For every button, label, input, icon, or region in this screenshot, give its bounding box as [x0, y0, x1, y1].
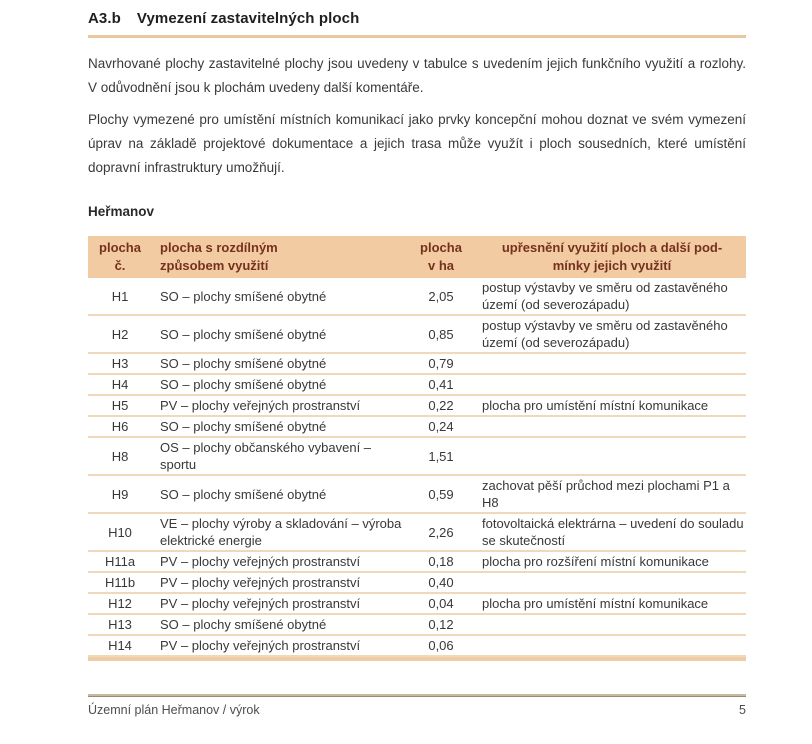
- row-id: H2: [111, 326, 129, 342]
- table-row: H5 PV – plochy veřejných prostranství 0,…: [88, 396, 746, 417]
- row-area: 2,05: [428, 288, 454, 304]
- row-id: H10: [108, 524, 132, 540]
- row-id: H4: [111, 377, 129, 392]
- row-use: PV – plochy veřejných prostranství: [160, 575, 361, 590]
- row-area: 0,40: [428, 575, 454, 590]
- row-area: 1,51: [428, 448, 454, 464]
- table-row: H13 SO – plochy smíšené obytné 0,12: [88, 615, 746, 636]
- row-area: 0,12: [428, 617, 454, 632]
- table-row: H2 SO – plochy smíšené obytné 0,85 postu…: [88, 316, 746, 354]
- table-body: H1 SO – plochy smíšené obytné 2,05 postu…: [88, 278, 746, 657]
- table-row: H9 SO – plochy smíšené obytné 0,59 zacho…: [88, 476, 746, 514]
- table-row: H11a PV – plochy veřejných prostranství …: [88, 552, 746, 573]
- row-area: 2,26: [428, 524, 454, 540]
- row-area: 0,06: [428, 638, 454, 653]
- row-area: 0,18: [428, 554, 454, 569]
- table-row: H3 SO – plochy smíšené obytné 0,79: [88, 354, 746, 375]
- municipality-heading: Heřmanov: [88, 204, 155, 219]
- col-header-plocha-c: plocha č.: [88, 239, 152, 275]
- row-use: SO – plochy smíšené obytné: [160, 486, 327, 502]
- col-header-line: plocha: [99, 240, 141, 255]
- row-area: 0,24: [428, 419, 454, 434]
- row-area: 0,85: [428, 326, 454, 342]
- col-header-line: mínky jejich využití: [552, 258, 672, 273]
- footer-page-number: 5: [739, 703, 746, 717]
- row-area: 0,04: [428, 596, 454, 611]
- col-header-line: plocha: [420, 240, 462, 255]
- col-header-line: v ha: [427, 258, 454, 273]
- section-title: Vymezení zastavitelných ploch: [136, 10, 360, 27]
- table-header-row: plocha č. plocha s rozdílným způsobem vy…: [88, 236, 746, 278]
- col-header-note: upřesnění využití ploch a další pod- mín…: [478, 239, 746, 275]
- row-note: postup výstavby ve směru od zastavěného …: [482, 318, 728, 350]
- areas-table: plocha č. plocha s rozdílným způsobem vy…: [88, 236, 746, 661]
- table-row: H11b PV – plochy veřejných prostranství …: [88, 573, 746, 594]
- row-use: VE – plochy výroby a skladování – výroba…: [160, 516, 402, 548]
- col-header-line: plocha s rozdílným: [160, 240, 278, 255]
- row-id: H6: [111, 419, 129, 434]
- row-note: plocha pro umístění místní komunikace: [482, 398, 709, 413]
- row-area: 0,59: [428, 486, 454, 502]
- row-id: H3: [111, 356, 129, 371]
- table-row: H10 VE – plochy výroby a skladování – vý…: [88, 514, 746, 552]
- row-id: H1: [111, 288, 129, 304]
- page-footer: Územní plán Heřmanov / výrok 5: [88, 694, 746, 717]
- row-id: H12: [108, 596, 132, 611]
- row-area: 0,41: [428, 377, 454, 392]
- row-use: PV – plochy veřejných prostranství: [160, 554, 361, 569]
- row-note: fotovoltaická elektrárna – uvedení do so…: [482, 516, 744, 548]
- row-id: H5: [111, 398, 129, 413]
- row-use: OS – plochy občanského vybavení – sportu: [160, 440, 372, 472]
- row-use: SO – plochy smíšené obytné: [160, 356, 327, 371]
- table-row: H6 SO – plochy smíšené obytné 0,24: [88, 417, 746, 438]
- row-id: H13: [108, 617, 132, 632]
- col-header-line: č.: [114, 258, 126, 273]
- section-heading: A3.b Vymezení zastavitelných ploch: [88, 10, 359, 27]
- table-row: H8 OS – plochy občanského vybavení – spo…: [88, 438, 746, 476]
- heading-rule: [88, 35, 746, 38]
- row-note: zachovat pěší průchod mezi plochami P1 a…: [482, 478, 730, 510]
- paragraph-intro: Navrhované plochy zastavitelné plochy js…: [88, 56, 746, 95]
- paragraph-roads: Plochy vymezené pro umístění místních ko…: [88, 112, 746, 175]
- row-use: SO – plochy smíšené obytné: [160, 326, 327, 342]
- row-id: H11b: [104, 575, 136, 590]
- row-id: H11a: [104, 554, 136, 569]
- row-note: plocha pro rozšíření místní komunikace: [482, 554, 709, 569]
- col-header-use: plocha s rozdílným způsobem využití: [152, 239, 404, 275]
- table-row: H4 SO – plochy smíšené obytné 0,41: [88, 375, 746, 396]
- table-row: H12 PV – plochy veřejných prostranství 0…: [88, 594, 746, 615]
- row-id: H8: [111, 448, 129, 464]
- row-note: plocha pro umístění místní komunikace: [482, 596, 709, 611]
- row-id: H14: [108, 638, 132, 653]
- row-use: PV – plochy veřejných prostranství: [160, 398, 361, 413]
- section-number: A3.b: [88, 10, 121, 27]
- table-row: H14 PV – plochy veřejných prostranství 0…: [88, 636, 746, 657]
- row-use: PV – plochy veřejných prostranství: [160, 638, 361, 653]
- row-use: SO – plochy smíšené obytné: [160, 617, 327, 632]
- row-use: SO – plochy smíšené obytné: [160, 288, 327, 304]
- table-bottom-rule: [88, 657, 746, 661]
- col-header-line: upřesnění využití ploch a další pod-: [501, 240, 723, 255]
- row-area: 0,22: [428, 398, 454, 413]
- col-header-area: plocha v ha: [404, 239, 478, 275]
- row-use: SO – plochy smíšené obytné: [160, 377, 327, 392]
- row-use: PV – plochy veřejných prostranství: [160, 596, 361, 611]
- row-id: H9: [111, 486, 129, 502]
- row-use: SO – plochy smíšené obytné: [160, 419, 327, 434]
- col-header-line: způsobem využití: [160, 258, 269, 273]
- table-row: H1 SO – plochy smíšené obytné 2,05 postu…: [88, 278, 746, 316]
- footer-rule: [88, 694, 746, 697]
- row-note: postup výstavby ve směru od zastavěného …: [482, 280, 728, 312]
- row-area: 0,79: [428, 356, 454, 371]
- footer-document-title: Územní plán Heřmanov / výrok: [88, 703, 260, 717]
